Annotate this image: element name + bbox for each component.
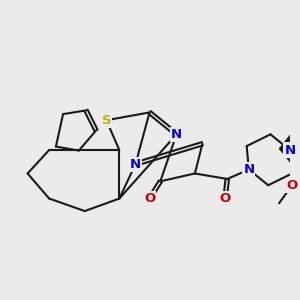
Text: N: N — [171, 128, 182, 141]
Text: O: O — [220, 192, 231, 205]
Text: N: N — [243, 163, 254, 176]
Text: O: O — [144, 192, 155, 205]
Text: S: S — [102, 114, 111, 127]
Text: N: N — [284, 143, 296, 157]
Text: O: O — [286, 179, 298, 192]
Text: N: N — [130, 158, 141, 171]
